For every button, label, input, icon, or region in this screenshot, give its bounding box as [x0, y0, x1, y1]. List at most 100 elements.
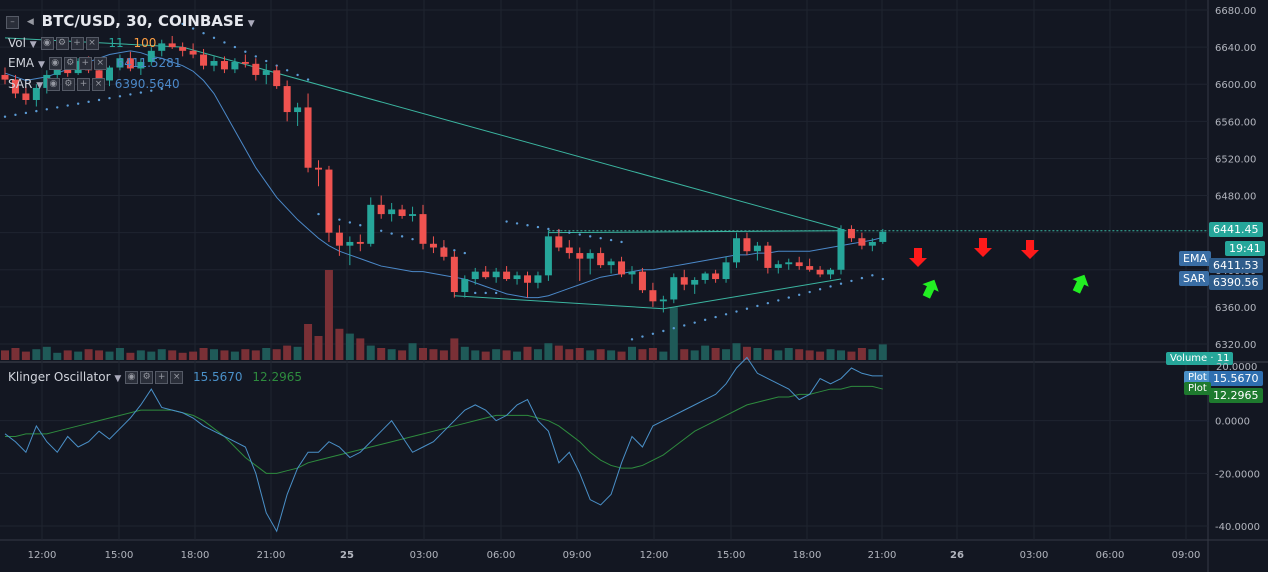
volume-bar	[42, 346, 51, 360]
candle-body	[607, 261, 615, 266]
candle-body	[419, 214, 427, 244]
candle-body	[137, 61, 145, 69]
gear-icon[interactable]: ⚙	[55, 37, 69, 50]
klinger-top-tick: 20.0000	[1216, 362, 1258, 373]
buy-arrow-icon	[1072, 274, 1089, 294]
volume-bar	[1, 350, 9, 360]
plus-icon[interactable]: +	[76, 78, 90, 91]
plus-icon[interactable]: +	[155, 371, 169, 384]
sar-dot	[515, 222, 519, 225]
sar-dot	[881, 277, 884, 281]
candle-body	[189, 50, 197, 55]
sar-dot	[808, 290, 811, 294]
plus-icon[interactable]: +	[78, 57, 92, 70]
candle-body	[544, 236, 552, 276]
sar-dot	[787, 296, 790, 299]
volume-bar	[345, 333, 354, 360]
close-icon[interactable]: ×	[93, 57, 107, 70]
chevron-down-icon[interactable]: ▼	[36, 81, 44, 91]
gear-icon[interactable]: ⚙	[140, 371, 154, 384]
volume-bar	[272, 349, 281, 360]
klinger-value-2: 12.2965	[252, 370, 303, 384]
ema-price-label: 6411.53	[1209, 258, 1263, 273]
sar-dot	[526, 224, 529, 227]
volume-bar	[847, 351, 856, 360]
sar-value: 6390.5640	[114, 77, 180, 91]
gear-icon[interactable]: ⚙	[61, 78, 75, 91]
candle-body	[367, 204, 375, 244]
candle-body	[283, 86, 291, 113]
sar-dot	[453, 249, 456, 252]
volume-bar	[523, 346, 532, 360]
candle-body	[398, 209, 406, 216]
eye-icon[interactable]: ◉	[40, 37, 54, 50]
gear-icon[interactable]: ⚙	[63, 57, 77, 70]
sar-dot	[56, 106, 59, 109]
eye-icon[interactable]: ◉	[46, 78, 60, 91]
volume-bar	[816, 351, 825, 360]
eye-icon[interactable]: ◉	[125, 371, 139, 384]
sar-tag: SAR	[1179, 271, 1210, 286]
candle-body	[262, 70, 270, 75]
price-tick-label: 6560.00	[1215, 117, 1256, 128]
time-tick-label: 09:00	[1172, 550, 1201, 561]
sar-dot	[359, 224, 362, 227]
sar-dot	[317, 212, 320, 216]
sar-dot	[745, 307, 749, 310]
vol-label[interactable]: Vol	[8, 36, 26, 50]
volume-bar	[690, 350, 699, 360]
symbol-title[interactable]: BTC/USD, 30, COINBASE	[41, 12, 244, 30]
sar-label[interactable]: SAR	[8, 77, 33, 91]
sar-dot	[578, 233, 581, 236]
time-tick-label: 06:00	[1096, 550, 1125, 561]
chevron-down-icon[interactable]: ▼	[29, 40, 37, 50]
candle-body	[847, 228, 855, 239]
candle-body	[335, 232, 343, 246]
candle-body	[32, 87, 40, 100]
candle-body	[868, 241, 876, 246]
sar-dot	[756, 304, 759, 308]
volume-bar	[742, 346, 751, 360]
collapse-icon[interactable]: –	[6, 16, 19, 29]
volume-bar	[554, 345, 563, 360]
sar-dot	[620, 240, 623, 244]
ema-legend: EMA ▼ ◉ ⚙ + × 6411.5281	[8, 56, 181, 70]
close-icon[interactable]: ×	[170, 371, 184, 384]
chevron-down-icon[interactable]: ▼	[37, 60, 45, 70]
sar-dot	[547, 227, 550, 231]
candle-body	[628, 271, 636, 275]
ema-value: 6411.5281	[116, 56, 182, 70]
sar-dot	[285, 69, 289, 72]
sar-price-label: 6390.56	[1209, 275, 1263, 290]
close-icon[interactable]: ×	[85, 37, 99, 50]
close-icon[interactable]: ×	[91, 78, 105, 91]
time-tick-label: 03:00	[1020, 550, 1049, 561]
candle-body	[785, 262, 793, 265]
volume-bar	[324, 270, 333, 360]
chevron-down-icon[interactable]: ▼	[247, 19, 255, 29]
candle-body	[74, 61, 82, 74]
ema-label[interactable]: EMA	[8, 56, 35, 70]
trendline-rising	[663, 278, 842, 310]
plus-icon[interactable]: +	[70, 37, 84, 50]
chevron-down-icon[interactable]: ▼	[114, 374, 122, 384]
candle-body	[722, 262, 730, 280]
volume-bar	[408, 343, 417, 360]
time-tick-label: 12:00	[640, 550, 669, 561]
flag-icon[interactable]: ◀	[26, 17, 34, 27]
klinger-label[interactable]: Klinger Oscillator	[8, 370, 111, 384]
price-tick-label: 6480.00	[1215, 192, 1256, 203]
time-tick-label: 21:00	[257, 550, 286, 561]
sar-dot	[35, 109, 38, 113]
candle-body	[168, 43, 176, 48]
eye-icon[interactable]: ◉	[48, 57, 62, 70]
sar-dot	[24, 111, 28, 115]
ema-tag: EMA	[1179, 251, 1211, 266]
candle-body	[450, 256, 458, 293]
volume-bar	[199, 348, 208, 360]
time-tick-label: 21:00	[868, 550, 897, 561]
volume-bar	[701, 345, 710, 360]
price-tick-label: 6640.00	[1215, 43, 1256, 54]
volume-bar	[753, 348, 762, 360]
